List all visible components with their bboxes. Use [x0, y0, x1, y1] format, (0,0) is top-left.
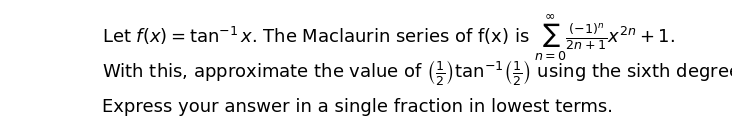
Text: With this, approximate the value of $\left(\frac{1}{2}\right)\tan^{-1}\!\left(\f: With this, approximate the value of $\le…	[102, 58, 732, 87]
Text: Express your answer in a single fraction in lowest terms.: Express your answer in a single fraction…	[102, 97, 613, 116]
Text: Let $f(x) = \tan^{-1}x$. The Maclaurin series of f(x) is $\sum_{n=0}^{\infty}\fr: Let $f(x) = \tan^{-1}x$. The Maclaurin s…	[102, 13, 675, 63]
